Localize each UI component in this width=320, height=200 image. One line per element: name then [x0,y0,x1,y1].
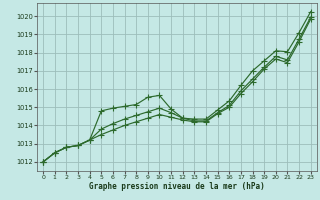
X-axis label: Graphe pression niveau de la mer (hPa): Graphe pression niveau de la mer (hPa) [89,182,265,191]
